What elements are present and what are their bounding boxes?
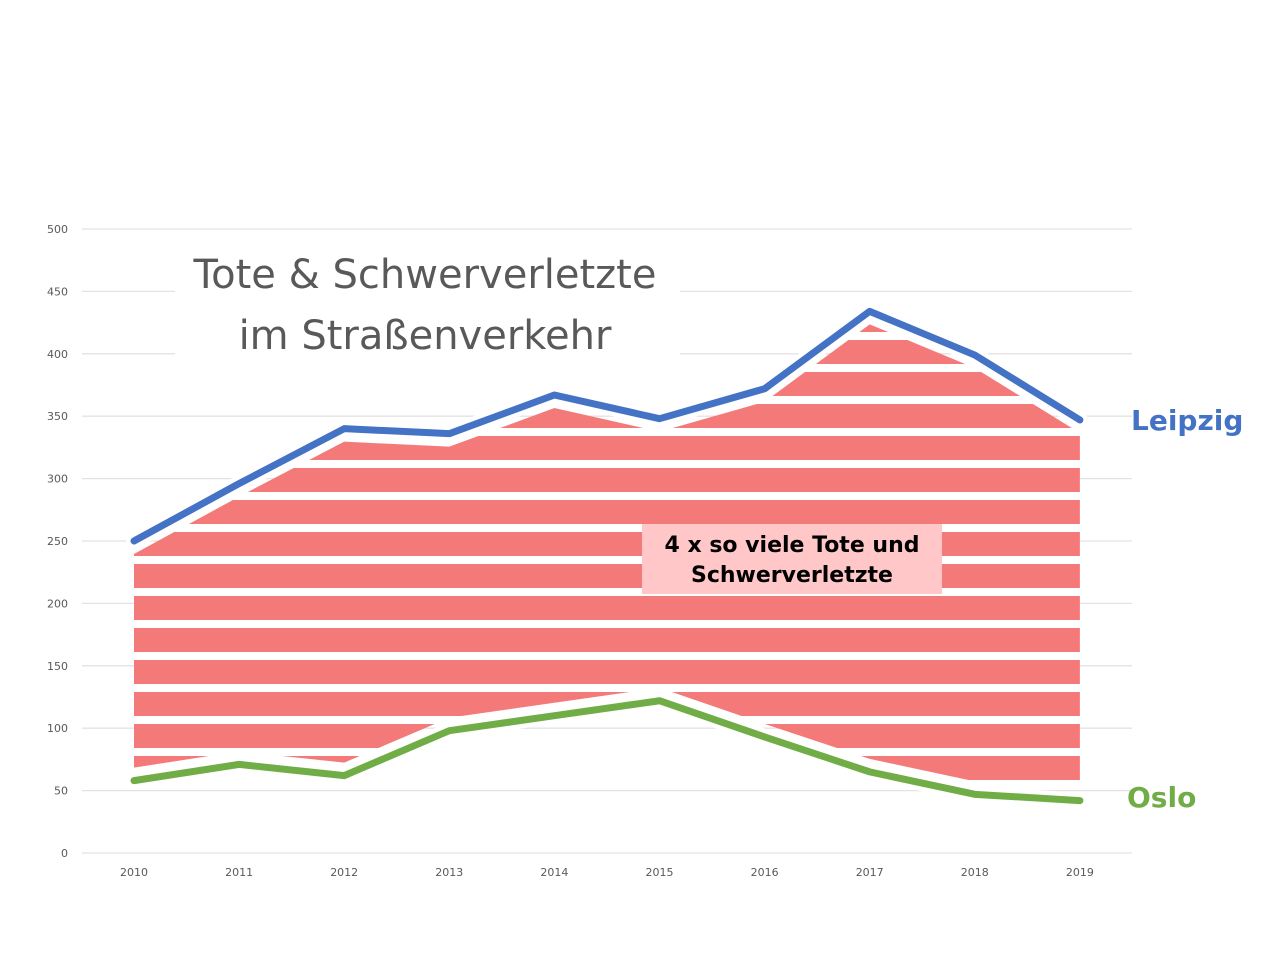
annotation-background	[642, 524, 942, 594]
y-tick-label: 100	[47, 722, 68, 735]
x-tick-label: 2018	[961, 866, 989, 879]
annotation-line-2: Schwerverletzte	[691, 563, 893, 588]
y-tick-label: 500	[47, 223, 68, 236]
annotation-line-1: 4 x so viele Tote und	[665, 533, 920, 558]
chart-title-line-2: im Straßenverkehr	[239, 313, 612, 359]
chart-title-line-1: Tote & Schwerverletzte	[193, 252, 657, 298]
x-tick-label: 2012	[330, 866, 358, 879]
x-tick-label: 2015	[646, 866, 674, 879]
x-tick-label: 2019	[1066, 866, 1094, 879]
difference-band	[134, 324, 1080, 788]
series-label-leipzig: Leipzig	[1131, 404, 1243, 437]
y-axis-ticks: 0 50 100 150 200 250 300 350 400 450 500	[47, 223, 68, 860]
x-tick-label: 2016	[751, 866, 779, 879]
y-tick-label: 450	[47, 285, 68, 298]
x-tick-label: 2010	[120, 866, 148, 879]
y-tick-label: 0	[61, 847, 68, 860]
x-tick-label: 2014	[540, 866, 568, 879]
y-tick-label: 350	[47, 410, 68, 423]
x-tick-label: 2011	[225, 866, 253, 879]
series-line-oslo	[130, 697, 1084, 805]
title-background	[175, 245, 680, 355]
series-line-leipzig	[130, 307, 1084, 545]
y-tick-label: 250	[47, 535, 68, 548]
y-tick-label: 300	[47, 473, 68, 486]
x-axis-ticks: 2010 2011 2012 2013 2014 2015 2016 2017 2018 2019	[120, 866, 1094, 879]
y-tick-label: 150	[47, 660, 68, 673]
series-label-oslo: Oslo	[1127, 781, 1196, 814]
y-tick-label: 200	[47, 597, 68, 610]
x-tick-label: 2017	[856, 866, 884, 879]
y-tick-label: 50	[54, 785, 68, 798]
y-tick-label: 400	[47, 348, 68, 361]
x-tick-label: 2013	[435, 866, 463, 879]
